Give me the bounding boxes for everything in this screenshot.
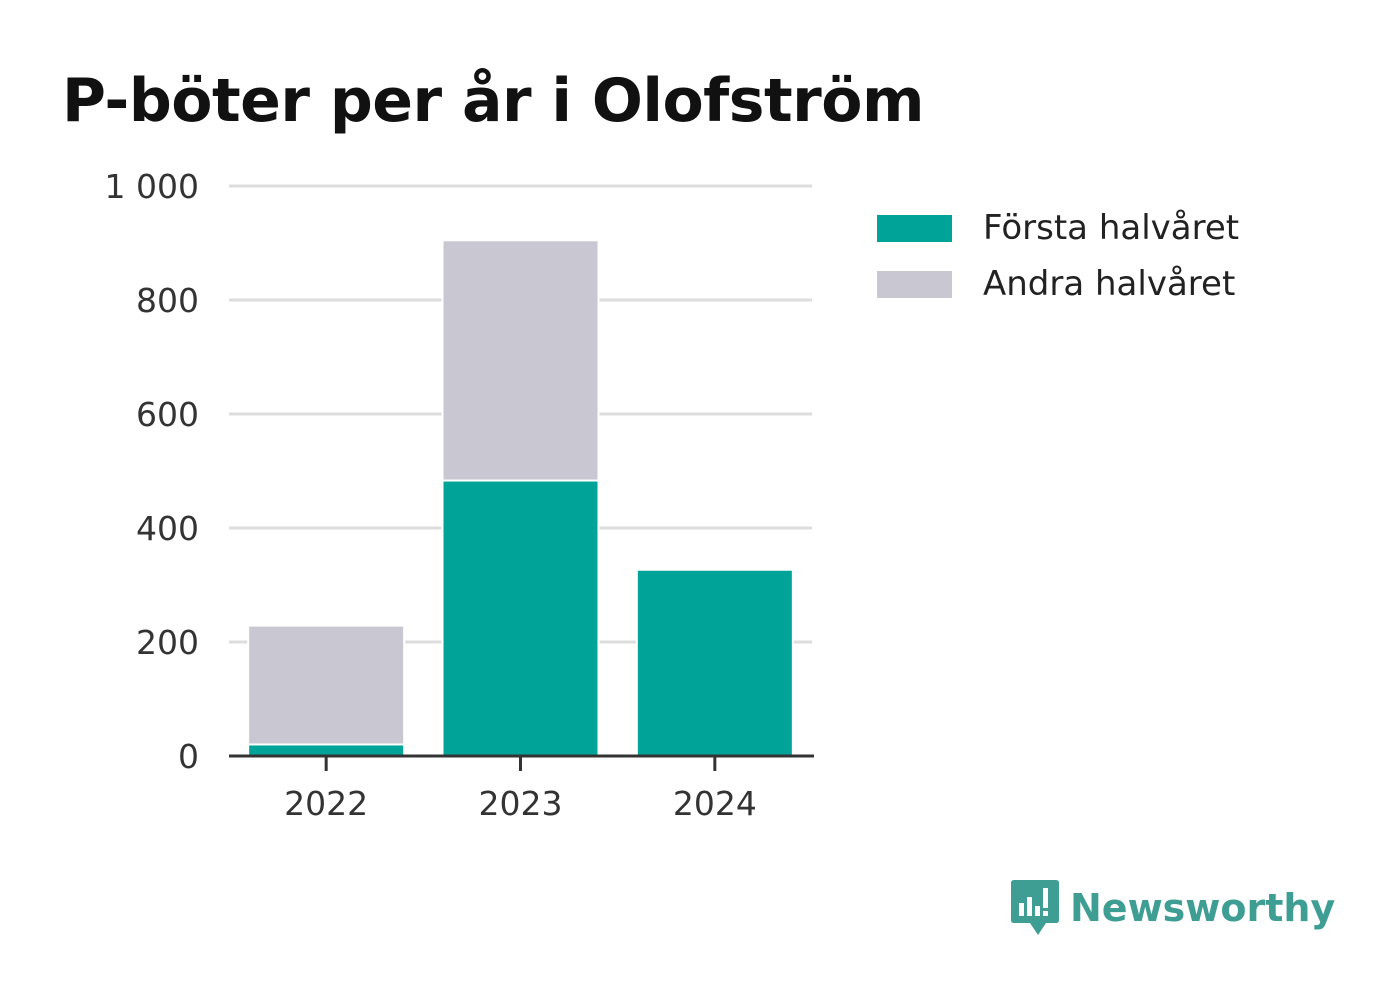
y-tick-label: 400 xyxy=(136,509,199,548)
newsworthy-logo-icon xyxy=(1011,880,1059,935)
legend-label: Andra halvåret xyxy=(983,264,1236,304)
y-tick-label: 600 xyxy=(136,395,199,434)
bar-first-half-2024[interactable] xyxy=(635,568,794,758)
brand-name: Newsworthy xyxy=(1070,886,1336,930)
bars xyxy=(247,239,794,759)
bar-second-half-2023[interactable] xyxy=(441,239,600,482)
bar-first-half-2023[interactable] xyxy=(441,477,600,758)
y-tick-label: 200 xyxy=(136,623,199,662)
bar-second-half-2022[interactable] xyxy=(247,624,406,746)
legend-item-first-half[interactable]: Första halvåret xyxy=(877,200,1239,256)
axes: 0 200 400 600 800 1 000 2022 2023 2024 xyxy=(105,167,814,823)
x-tick-label: 2023 xyxy=(479,784,563,823)
y-tick-label: 0 xyxy=(178,737,199,776)
y-tick-label: 800 xyxy=(136,281,199,320)
legend: Första halvåret Andra halvåret xyxy=(877,200,1239,312)
legend-label: Första halvåret xyxy=(983,208,1240,248)
x-tick-label: 2022 xyxy=(284,784,368,823)
legend-swatch-second-half xyxy=(877,270,952,298)
chart-title: P-böter per år i Olofström xyxy=(62,66,925,136)
y-tick-label: 1 000 xyxy=(105,167,199,206)
brand-logo[interactable]: Newsworthy xyxy=(1010,878,1335,938)
legend-item-second-half[interactable]: Andra halvåret xyxy=(877,256,1239,312)
legend-swatch-first-half xyxy=(877,214,952,242)
x-tick-label: 2024 xyxy=(673,784,757,823)
